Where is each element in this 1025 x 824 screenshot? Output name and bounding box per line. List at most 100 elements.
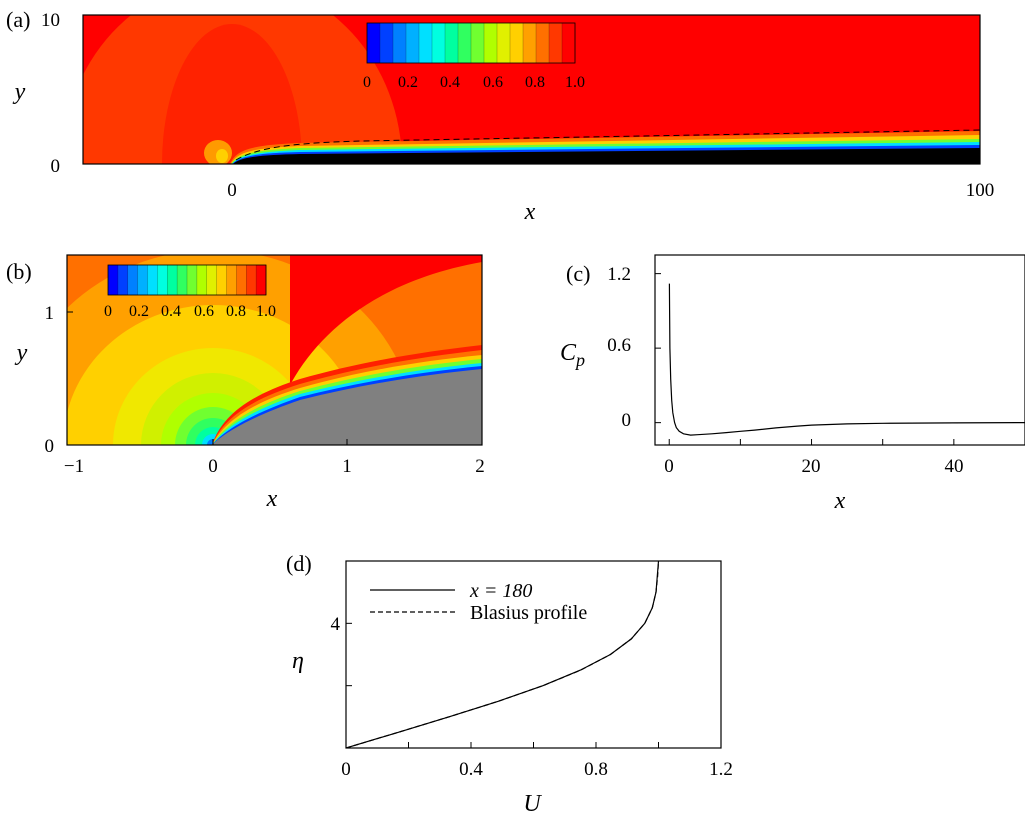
colorbar-b-swatch [216, 265, 227, 295]
panel-c-frame [654, 254, 1025, 446]
colorbar-a-tick: 0.4 [440, 74, 460, 91]
panel-a-bl-edge [235, 129, 980, 161]
panel-d-xtick: 0.4 [459, 759, 483, 780]
panel-b-xtick: 0 [208, 456, 218, 477]
panel-b-ytick: 0 [45, 436, 55, 457]
colorbar-b-swatch [246, 265, 257, 295]
panel-a-contour-mid [162, 24, 302, 164]
panel-a-stagnation-core [216, 149, 228, 163]
panel-d-ytick: 4 [331, 614, 341, 635]
colorbar-b-ticks: 0 0.2 0.4 0.6 0.8 1.0 [104, 303, 276, 320]
colorbar-b-swatch [187, 265, 198, 295]
panel-a-xlabel: x [524, 199, 536, 225]
panel-c-ylabel-sub: p [574, 350, 585, 370]
panel-b-upper-red [290, 255, 482, 385]
colorbar-a-swatch [549, 23, 563, 63]
panel-d-frame [345, 560, 722, 749]
panel-b-ytick: 1 [45, 303, 55, 324]
panel-c-tick-marks [655, 273, 1025, 445]
colorbar-a-swatch [393, 23, 407, 63]
panel-d-tick-marks [345, 622, 722, 748]
panel-d-plot [346, 561, 660, 748]
colorbar-b-swatch [256, 265, 267, 295]
colorbar-a-tick: 0 [363, 74, 371, 91]
panel-a-xtick: 100 [966, 180, 995, 201]
panel-c-label: (c) [566, 261, 590, 286]
colorbar-a-swatch [497, 23, 511, 63]
panel-b-xtick: 1 [342, 456, 352, 477]
colorbar-b-tick: 1.0 [256, 303, 276, 320]
panel-d: (d) x = 180 Blasius profile 4 0 0.4 0.8 … [286, 551, 733, 817]
panel-d-label: (d) [286, 551, 312, 576]
panel-b-xtick: −1 [64, 456, 84, 477]
panel-b-xlabel: x [266, 486, 278, 512]
colorbar-a-swatch [406, 23, 420, 63]
panel-a-label: (a) [6, 7, 30, 32]
panel-a-ytick: 0 [51, 156, 61, 177]
colorbar-b-swatch [226, 265, 237, 295]
colorbar-b-tick: 0.4 [161, 303, 181, 320]
panel-b-ylabel: y [15, 340, 28, 366]
panel-c-series-1 [668, 283, 1025, 436]
panel-c: (c) 1.2 0.6 0 0 20 40 Cp x [560, 254, 1025, 514]
panel-c-xtick: 40 [945, 456, 964, 477]
colorbar-b [107, 264, 267, 296]
colorbar-b-swatch [236, 265, 247, 295]
panel-d-xtick: 1.2 [709, 759, 733, 780]
panel-a-frame [82, 14, 981, 165]
panel-c-xtick: 20 [802, 456, 821, 477]
colorbar-b-swatch [137, 265, 148, 295]
colorbar-a-swatch [367, 23, 381, 63]
colorbar-b-tick: 0.6 [194, 303, 214, 320]
colorbar-a-frame [366, 22, 576, 64]
colorbar-a-tick: 0.6 [483, 74, 503, 91]
panel-c-xlabel: x [834, 488, 846, 514]
colorbar-b-swatch [177, 265, 188, 295]
colorbar-a-swatch [458, 23, 472, 63]
colorbar-b-swatch [127, 265, 138, 295]
colorbar-a-tick: 0.8 [525, 74, 545, 91]
colorbar-a-swatch [523, 23, 537, 63]
panel-d-series-2 [346, 561, 660, 748]
colorbar-a-tick: 1.0 [565, 74, 585, 91]
panel-c-ytick: 1.2 [607, 264, 631, 285]
colorbar-a-swatch [510, 23, 524, 63]
panel-d-xtick: 0 [341, 759, 351, 780]
colorbar-b-frame [107, 264, 267, 296]
panel-b-frame [66, 254, 483, 446]
colorbar-b-swatch [167, 265, 178, 295]
panel-b-xtick: 2 [475, 456, 485, 477]
panel-b-field [67, 255, 482, 445]
panel-c-ylabel: Cp [560, 340, 585, 370]
panel-b: (b) 0 0.2 0.4 [6, 254, 485, 512]
legend-dashed-label: Blasius profile [470, 602, 587, 624]
colorbar-a-swatch [445, 23, 459, 63]
panel-a: (a) 0 0.2 0.4 0.6 0.8 1.0 10 0 0 [6, 7, 995, 225]
colorbar-a-ticks: 0 0.2 0.4 0.6 0.8 1.0 [363, 74, 585, 91]
panel-a-ylabel: y [13, 79, 26, 105]
panel-b-plate [212, 369, 482, 445]
panel-b-ticks [67, 311, 348, 445]
panel-c-ytick: 0.6 [607, 335, 631, 356]
panel-d-xlabel: U [523, 791, 542, 817]
colorbar-a-swatch [432, 23, 446, 63]
colorbar-a-tick: 0.2 [398, 74, 418, 91]
colorbar-b-swatch [108, 265, 119, 295]
colorbar-a-swatch [419, 23, 433, 63]
panel-c-plot [668, 283, 1025, 436]
panel-c-xtick: 0 [664, 456, 674, 477]
panel-a-plate [233, 148, 980, 164]
colorbar-b-swatch [157, 265, 168, 295]
colorbar-b-swatch [196, 265, 208, 295]
colorbar-a-swatch [536, 23, 550, 63]
colorbar-b-swatch [206, 265, 217, 295]
panel-c-ylabel-main: C [560, 340, 577, 366]
panel-c-ytick: 0 [622, 410, 632, 431]
panel-a-xtick: 0 [227, 180, 237, 201]
colorbar-a-swatch [484, 23, 498, 63]
panel-d-ylabel: η [292, 648, 304, 674]
colorbar-b-swatch [117, 265, 129, 295]
colorbar-b-tick: 0 [104, 303, 112, 320]
legend-solid-label: x = 180 [469, 580, 532, 602]
